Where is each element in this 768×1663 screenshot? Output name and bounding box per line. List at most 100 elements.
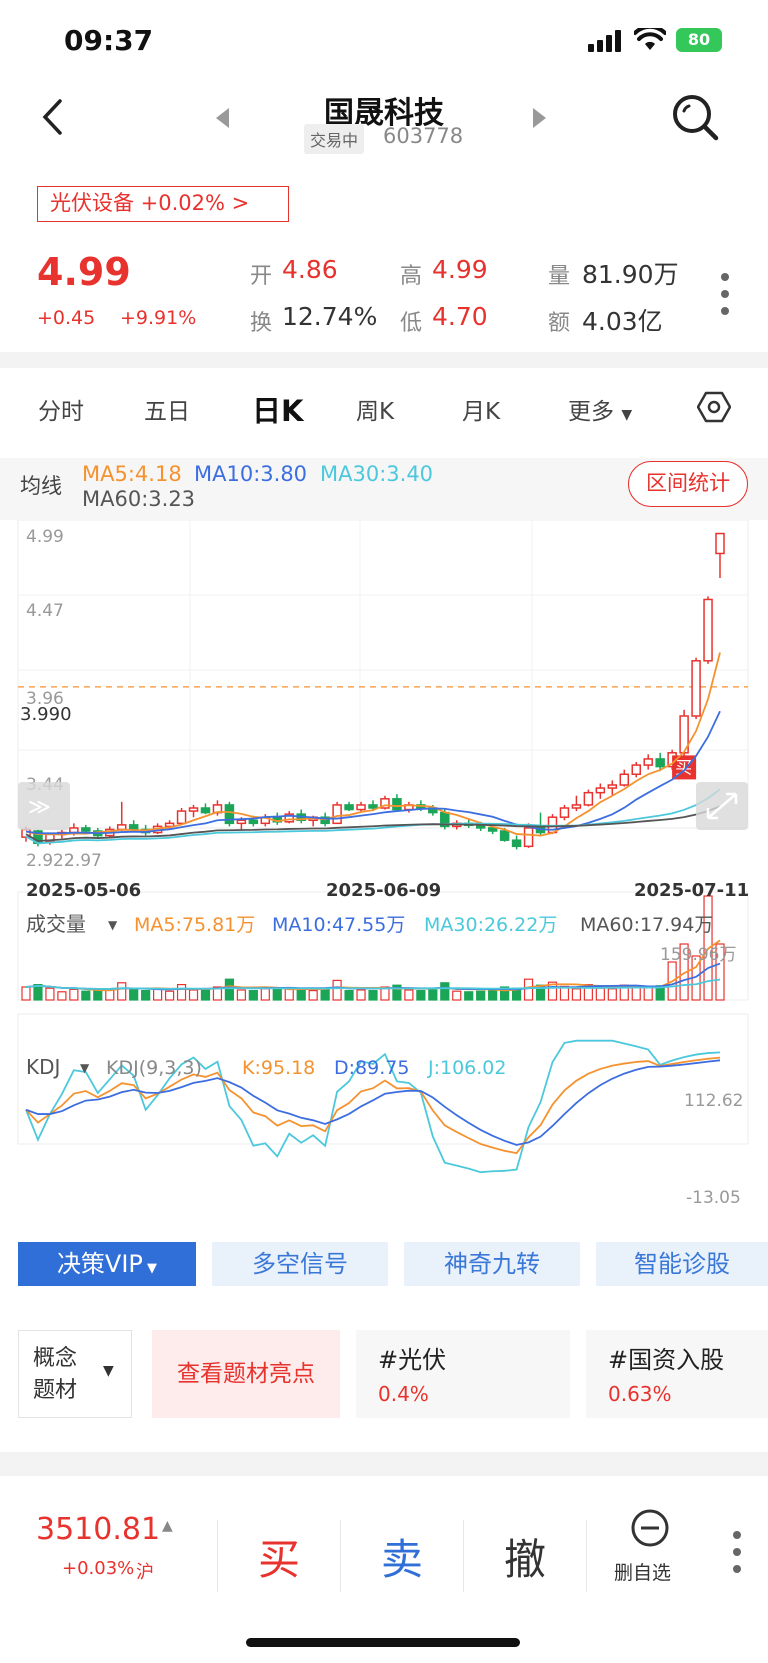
- vol-ma30-line: [25, 978, 721, 990]
- candle-body: [511, 839, 522, 848]
- more-vertical-icon[interactable]: [732, 1530, 742, 1574]
- candle-body: [655, 758, 665, 768]
- candle-body: [392, 798, 402, 811]
- ma30-value: MA30:3.40: [320, 462, 434, 486]
- kdj-k: K:95.18: [242, 1057, 315, 1079]
- ma-lines: [25, 652, 721, 845]
- prev-stock-icon[interactable]: [216, 108, 230, 128]
- more-vertical-icon[interactable]: [720, 272, 730, 316]
- bottom-trade-bar: [0, 1476, 768, 1663]
- theme-pct: 0.63%: [608, 1382, 672, 1406]
- kdj-series: [25, 1039, 721, 1174]
- candle-body: [487, 827, 498, 832]
- volume-bar: [488, 990, 498, 1001]
- tab-magic-nine[interactable]: 神奇九转: [404, 1242, 580, 1286]
- kdj-panel: [17, 1013, 749, 1145]
- range-stats-button[interactable]: 区间统计: [628, 461, 748, 507]
- candle-body: [248, 819, 259, 825]
- volume-bar: [344, 990, 354, 1001]
- volume-bar: [404, 989, 414, 1001]
- tab-daily-k[interactable]: 日K: [252, 394, 304, 428]
- tab-monthly-k[interactable]: 月K: [462, 399, 501, 425]
- sell-button[interactable]: 卖: [381, 1535, 424, 1584]
- divider: [586, 1520, 587, 1592]
- view-theme-highlights-button[interactable]: 查看题材亮点: [152, 1330, 340, 1418]
- volume-bar: [500, 986, 510, 1001]
- tab-decision-vip[interactable]: 决策VIP ▼: [18, 1242, 196, 1286]
- next-stock-icon[interactable]: [532, 108, 546, 128]
- volume-bar: [392, 984, 402, 1001]
- index-change: +0.03%: [62, 1558, 135, 1579]
- volume-bar: [272, 988, 282, 1001]
- index-value[interactable]: 3510.81: [36, 1512, 161, 1547]
- ma60-value: MA60:3.23: [82, 487, 196, 511]
- tab-smart-diagnosis[interactable]: 智能诊股: [596, 1242, 768, 1286]
- volume-bar: [45, 987, 55, 1001]
- kdj-j: J:106.02: [427, 1057, 507, 1079]
- candle-body: [631, 764, 641, 776]
- candle-body: [176, 810, 187, 825]
- volume-bar: [212, 986, 223, 1001]
- tab-decision-vip-label: 决策VIP: [56, 1250, 143, 1278]
- ma5-value: MA5:4.18: [82, 462, 182, 486]
- x-tick-label: 2025-05-06: [26, 880, 141, 901]
- amount-label: 额: [548, 311, 571, 336]
- tab-more-label: 更多: [568, 399, 614, 425]
- sector-tag-button[interactable]: 光伏设备 +0.02% >: [37, 186, 289, 222]
- double-chevron-right-icon: ≫: [28, 795, 51, 820]
- tab-weekly-k[interactable]: 周K: [356, 399, 395, 425]
- section-divider: [0, 352, 768, 368]
- candle-body: [643, 758, 653, 766]
- theme-card[interactable]: #国资入股 0.63%: [586, 1330, 768, 1418]
- low-value: 4.70: [432, 302, 488, 331]
- candle-body: [188, 807, 199, 812]
- tab-more[interactable]: 更多 ▼: [568, 392, 632, 426]
- signal-icon: [588, 30, 621, 52]
- candle-body: [320, 816, 330, 825]
- back-icon[interactable]: [40, 98, 64, 136]
- candle-body: [356, 804, 366, 811]
- kdj-j-line: [25, 1039, 721, 1174]
- price-change: +0.45: [37, 307, 96, 329]
- tab-intraday[interactable]: 分时: [38, 399, 84, 425]
- theme-pct: 0.4%: [378, 1382, 429, 1406]
- divider: [340, 1520, 341, 1592]
- volume-bar: [153, 988, 163, 1001]
- open-label: 开: [250, 264, 273, 289]
- theme-name: #国资入股: [608, 1346, 725, 1374]
- volume-bar: [571, 988, 582, 1001]
- caret-down-icon: ▼: [103, 1363, 114, 1379]
- tab-five-day[interactable]: 五日: [144, 399, 190, 425]
- candle-body: [128, 824, 139, 831]
- candle-body: [81, 827, 91, 832]
- price-panel: [17, 520, 749, 829]
- candle-body: [332, 804, 342, 825]
- theme-card[interactable]: #光伏 0.4%: [356, 1330, 570, 1418]
- tab-long-short-signal[interactable]: 多空信号: [212, 1242, 388, 1286]
- caret-down-icon: ▼: [621, 407, 633, 423]
- current-price: 4.99: [37, 250, 131, 294]
- vol-ma10: MA10:47.55万: [272, 914, 405, 936]
- cancel-order-button[interactable]: 撤: [504, 1535, 547, 1584]
- volume-bar: [81, 990, 91, 1001]
- caret-down-icon: ▼: [108, 918, 118, 932]
- candle-body: [691, 660, 701, 717]
- candlestick-series: 买: [21, 532, 725, 850]
- theme-selector[interactable]: 概念 题材 ▼: [18, 1330, 132, 1418]
- y-tick-label: 4.47: [26, 601, 64, 621]
- open-value: 4.86: [282, 255, 338, 284]
- y-tick-label: 2.97: [64, 851, 102, 871]
- remove-watchlist-button[interactable]: 删自选: [612, 1508, 686, 1598]
- y-tick-label: 3.96: [26, 689, 64, 709]
- buy-button[interactable]: 买: [258, 1535, 301, 1584]
- kline-chart[interactable]: 买 4.99 4.47 3.96 3.990 3.44 2.922 2.97 2…: [0, 520, 768, 1210]
- price-change-pct: +9.91%: [120, 307, 197, 329]
- candle-body: [715, 532, 725, 555]
- scroll-left-handle: [18, 782, 70, 830]
- volume-bar: [595, 987, 605, 1001]
- volume-bar: [164, 990, 175, 1001]
- search-icon[interactable]: [670, 92, 720, 142]
- chart-settings-icon[interactable]: [697, 391, 731, 423]
- candle-body: [200, 807, 211, 814]
- volume-bar: [260, 988, 270, 1001]
